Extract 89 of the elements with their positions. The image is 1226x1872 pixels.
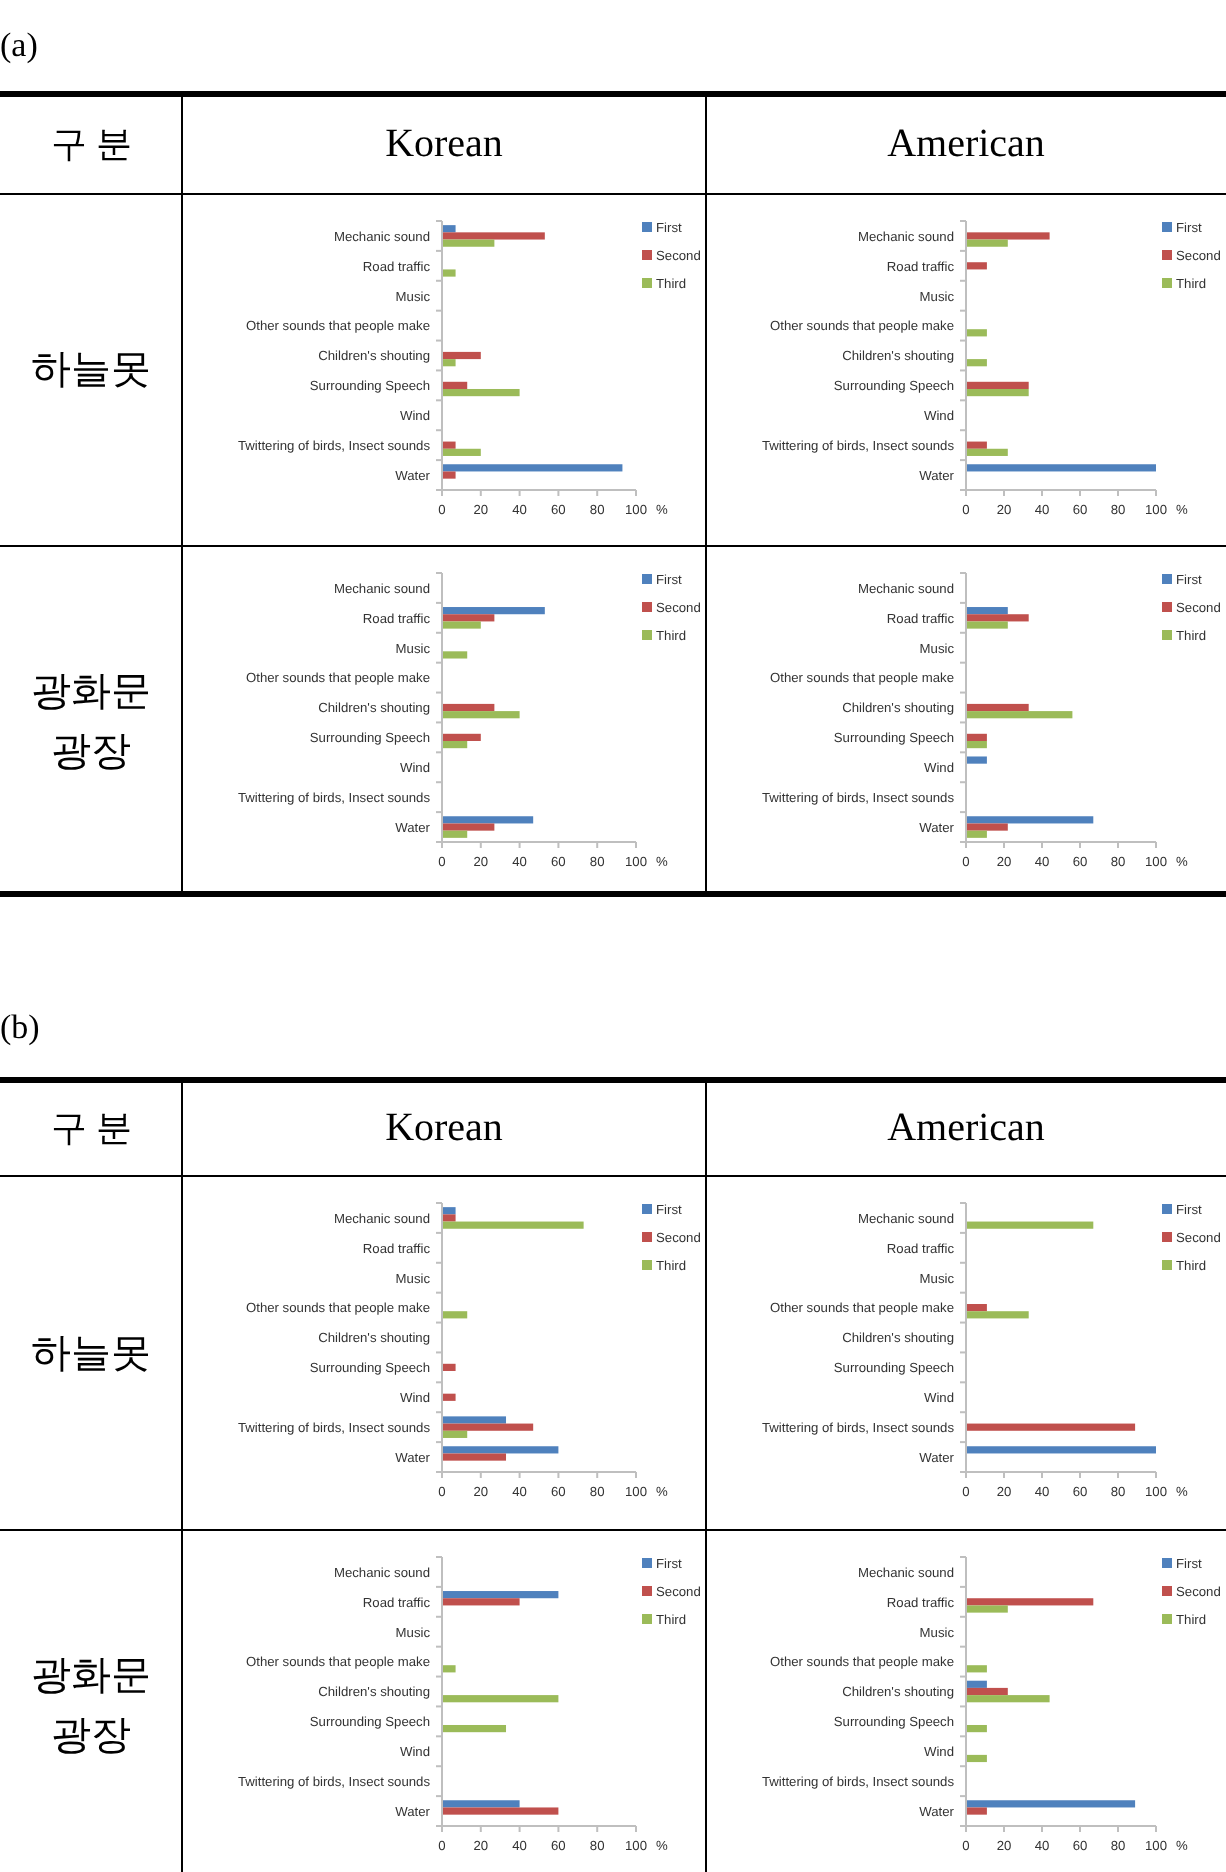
- bar: [966, 232, 1050, 240]
- bar: [442, 351, 481, 360]
- bar: [966, 740, 987, 749]
- text: 하늘못: [29, 1329, 153, 1379]
- bar: [442, 614, 495, 622]
- bar: [966, 329, 987, 337]
- bar: [442, 232, 545, 240]
- bar: [966, 830, 987, 838]
- bar: [966, 711, 1073, 719]
- bar: [966, 1598, 1094, 1606]
- bar: [966, 1605, 1008, 1613]
- text: 광화문 광장: [29, 1652, 153, 1762]
- text: American: [885, 1104, 1047, 1154]
- bar: [442, 1363, 456, 1371]
- bar: [966, 388, 1029, 397]
- bar: [966, 1221, 1094, 1229]
- bar: [442, 1430, 468, 1438]
- bar: [442, 381, 468, 389]
- bar: [966, 1665, 987, 1673]
- bar: [966, 1800, 1136, 1808]
- bar: [442, 607, 545, 615]
- bar: [966, 381, 1029, 389]
- bar: [966, 448, 1008, 456]
- bar: [966, 816, 1094, 824]
- bar: [442, 359, 456, 367]
- bar: [442, 830, 468, 838]
- text: (b): [0, 1006, 42, 1051]
- bar: [442, 1416, 507, 1424]
- bar: [442, 1695, 559, 1703]
- bar: [442, 1423, 534, 1431]
- bar: [442, 464, 623, 472]
- bar: [442, 225, 456, 233]
- bar: [966, 464, 1156, 472]
- bar: [442, 471, 456, 479]
- bar: [442, 1214, 456, 1222]
- bar: [442, 1591, 559, 1599]
- bar: [442, 740, 468, 749]
- bar: [966, 239, 1008, 247]
- bar: [442, 651, 468, 659]
- bar: [966, 1724, 987, 1733]
- bar: [966, 1695, 1050, 1703]
- bar: [966, 1680, 987, 1688]
- bar: [442, 1207, 456, 1215]
- bar: [442, 1393, 456, 1401]
- bar: [442, 703, 495, 712]
- bar: [442, 448, 481, 456]
- bar: [966, 823, 1008, 831]
- bar: [442, 711, 520, 719]
- bar: [442, 1807, 559, 1815]
- text: Korean: [383, 120, 505, 170]
- bar: [442, 1453, 507, 1461]
- bar: [442, 1665, 456, 1673]
- bar: [966, 607, 1008, 615]
- bar: [442, 441, 456, 449]
- bar: [442, 1311, 468, 1319]
- bar: [442, 1724, 507, 1733]
- bar: [442, 823, 495, 831]
- text: 구 분: [48, 121, 134, 167]
- bar: [442, 1800, 520, 1808]
- bar: [966, 1446, 1156, 1454]
- text: 광화문 광장: [29, 668, 153, 778]
- bar: [966, 1687, 1008, 1696]
- bar: [442, 816, 534, 824]
- bar: [966, 1807, 987, 1815]
- bar: [442, 1598, 520, 1606]
- bar: [442, 1221, 584, 1229]
- bar: [966, 733, 987, 741]
- text: Korean: [383, 1104, 505, 1154]
- bar: [442, 388, 520, 397]
- text: 하늘못: [29, 346, 153, 396]
- bar: [442, 1446, 559, 1454]
- bar: [442, 269, 456, 277]
- bar: [966, 621, 1008, 629]
- bar: [966, 614, 1029, 622]
- bar: [966, 703, 1029, 712]
- bar: [966, 1423, 1136, 1431]
- bar: [442, 621, 481, 629]
- bar: [966, 1304, 987, 1312]
- text: (a): [0, 24, 40, 69]
- bar: [966, 756, 987, 764]
- text: American: [885, 120, 1047, 170]
- bar: [966, 441, 987, 449]
- bar: [966, 1754, 987, 1763]
- bar: [966, 1311, 1029, 1319]
- bar: [966, 359, 987, 367]
- bar: [966, 262, 987, 270]
- text: 구 분: [48, 1105, 134, 1151]
- bar: [442, 733, 481, 741]
- bar: [442, 239, 495, 247]
